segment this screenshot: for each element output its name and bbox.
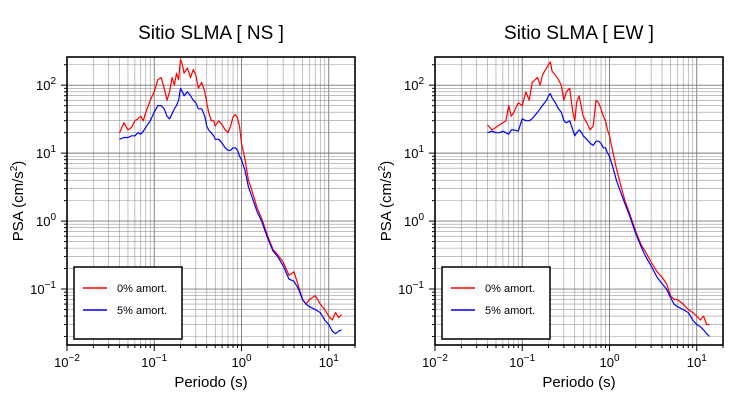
y-axis-label: PSA (cm/s2) — [9, 161, 27, 242]
plot-frame — [66, 56, 356, 346]
x-axis-label: Periodo (s) — [174, 374, 247, 391]
series-group — [118, 58, 342, 335]
grid-lines — [66, 57, 356, 345]
legend: 0% amort. 5% amort. — [441, 266, 551, 340]
legend-label: 0% amort. — [117, 283, 167, 295]
legend-label: 5% amort. — [117, 305, 167, 317]
series-group — [487, 61, 710, 337]
legend-label: 5% amort. — [485, 305, 535, 317]
legend: 0% amort. 5% amort. — [73, 266, 183, 340]
chart-panel-ew: 10−2 10−1 100 101 10−1 100 101 102 Sitio SLMA [ … — [377, 23, 724, 391]
chart-panel-ns: 10−2 10−1 100 101 10−1 100 101 102 Sitio SLMA [ … — [9, 23, 356, 391]
y-tick-label: 101 — [36, 144, 56, 161]
x-tick-label: 101 — [319, 353, 339, 370]
legend-label: 0% amort. — [485, 283, 535, 295]
x-tick-label: 10−2 — [54, 353, 80, 370]
y-tick-label: 10−1 — [398, 280, 424, 297]
x-tick-label: 100 — [231, 353, 251, 370]
y-tick-label: 102 — [404, 76, 424, 93]
y-tick-label: 100 — [36, 212, 56, 229]
x-tick-label: 10−2 — [422, 353, 448, 370]
x-tick-label: 101 — [687, 353, 707, 370]
series-line-amort-0 — [118, 58, 342, 321]
x-tick-label: 10−1 — [509, 353, 535, 370]
series-line-amort-5 — [487, 93, 710, 337]
legend-box — [441, 266, 551, 340]
y-tick-label: 100 — [404, 212, 424, 229]
x-tick-label: 100 — [599, 353, 619, 370]
x-axis-label: Periodo (s) — [542, 374, 615, 391]
chart-title: Sitio SLMA [ EW ] — [504, 23, 654, 44]
series-line-amort-5 — [119, 87, 342, 335]
y-tick-label: 102 — [36, 76, 56, 93]
series-line-amort-0 — [487, 61, 710, 326]
plot-frame — [434, 56, 724, 346]
y-axis-label: PSA (cm/s2) — [377, 161, 395, 242]
chart-title: Sitio SLMA [ NS ] — [138, 23, 284, 44]
legend-box — [73, 266, 183, 340]
y-tick-label: 10−1 — [30, 280, 56, 297]
x-tick-label: 10−1 — [141, 353, 167, 370]
y-tick-label: 101 — [404, 144, 424, 161]
tick-marks — [61, 64, 356, 351]
